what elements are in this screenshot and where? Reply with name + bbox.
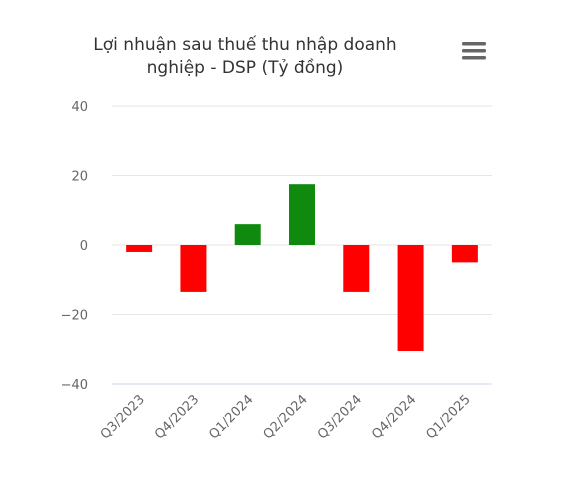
y-tick-label: 20 [71,170,88,185]
bar [180,245,207,292]
x-tick-label: Q4/2023 [152,392,202,442]
bar [234,224,261,245]
chart-title-line-1: Lợi nhuận sau thuế thu nhập doanh [93,34,396,55]
bar [343,245,370,292]
bar [397,245,424,351]
x-tick-label: Q1/2025 [424,392,474,442]
x-tick-label: Q3/2023 [98,392,148,442]
bar [126,245,153,252]
x-tick-label: Q4/2024 [369,392,419,442]
x-axis-ticks: Q3/2023 Q4/2023 Q1/2024 Q2/2024 Q3/2024 Q4/20… [98,392,474,442]
y-axis-ticks: 40 20 0 −20 −40 [61,100,88,393]
y-tick-label: −40 [61,378,88,393]
y-tick-label: 0 [80,239,88,254]
bars [126,184,478,351]
y-tick-label: 40 [71,100,88,115]
bar [451,245,478,263]
bar [289,184,315,245]
x-tick-label: Q2/2024 [261,392,311,442]
x-tick-label: Q3/2024 [315,392,365,442]
hamburger-menu-icon[interactable] [461,41,487,61]
y-tick-label: −20 [61,309,88,324]
x-tick-label: Q1/2024 [206,392,256,442]
chart-title-line-2: nghiệp - DSP (Tỷ đồng) [147,57,344,78]
